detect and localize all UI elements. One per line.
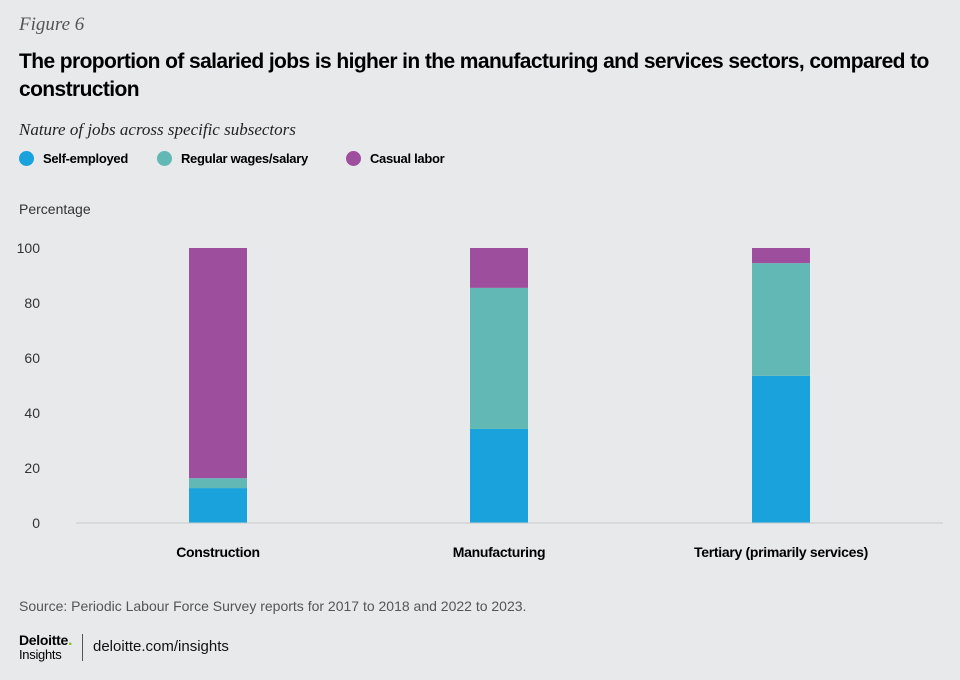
bar-segment-self-employed bbox=[189, 488, 247, 523]
y-tick-label: 80 bbox=[24, 295, 40, 311]
x-tick-label: Manufacturing bbox=[453, 544, 546, 560]
footer-divider bbox=[82, 634, 83, 661]
legend-item-casual-labor: Casual labor bbox=[345, 151, 445, 166]
bar-segment-regular-wages-salary bbox=[189, 478, 247, 489]
bar-segment-regular-wages-salary bbox=[470, 287, 528, 429]
site-link[interactable]: deloitte.com/insights bbox=[93, 638, 229, 655]
legend-label: Casual labor bbox=[369, 151, 445, 166]
chart-title: The proportion of salaried jobs is highe… bbox=[19, 50, 929, 101]
figure-label: Figure 6 bbox=[19, 14, 85, 35]
logo-brand: Deloitte bbox=[19, 632, 68, 648]
legend: Self-employed Regular wages/salary Casua… bbox=[19, 151, 474, 166]
bar-segment-casual-labor bbox=[189, 248, 247, 479]
x-tick-label: Construction bbox=[176, 544, 260, 560]
legend-swatch-casual-labor bbox=[345, 151, 361, 166]
legend-label: Self-employed bbox=[43, 151, 128, 166]
y-tick-label: 100 bbox=[17, 240, 41, 256]
deloitte-insights-logo: Deloitte. Insights bbox=[19, 633, 72, 662]
y-tick-label: 40 bbox=[24, 405, 40, 421]
logo-sub: Insights bbox=[19, 647, 62, 662]
chart-subtitle: Nature of jobs across specific subsector… bbox=[19, 120, 296, 139]
y-tick-label: 60 bbox=[24, 350, 40, 366]
y-tick-label: 0 bbox=[32, 515, 40, 531]
source-note: Source: Periodic Labour Force Survey rep… bbox=[19, 598, 527, 614]
bar-segment-casual-labor bbox=[752, 248, 810, 264]
legend-swatch-self-employed bbox=[19, 151, 34, 166]
legend-item-self-employed: Self-employed bbox=[19, 151, 128, 166]
y-tick-label: 20 bbox=[24, 460, 40, 476]
bar-segment-regular-wages-salary bbox=[752, 263, 810, 376]
y-axis-label: Percentage bbox=[19, 201, 91, 217]
bar-segment-self-employed bbox=[470, 428, 528, 523]
legend-item-regular-wages: Regular wages/salary bbox=[156, 151, 308, 166]
logo-green-dot: . bbox=[67, 632, 73, 649]
legend-swatch-regular-wages bbox=[156, 151, 172, 166]
legend-label: Regular wages/salary bbox=[180, 151, 308, 166]
bar-segment-casual-labor bbox=[470, 248, 528, 288]
x-tick-label: Tertiary (primarily services) bbox=[694, 544, 868, 560]
bar-segment-self-employed bbox=[752, 375, 810, 523]
